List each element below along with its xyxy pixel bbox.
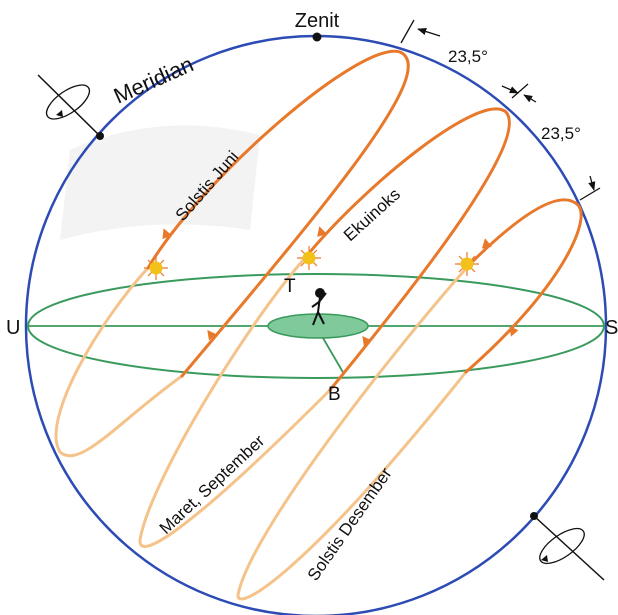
ekuinoks-label: Ekuinoks bbox=[340, 185, 404, 245]
sun-icon bbox=[144, 256, 168, 280]
sun-icon bbox=[297, 246, 321, 270]
north-axis bbox=[37, 74, 104, 140]
maret-september-label: Maret, September bbox=[156, 431, 269, 538]
zenit-label: Zenit bbox=[295, 10, 340, 32]
path-december-below bbox=[236, 260, 474, 601]
path-arrows bbox=[162, 226, 519, 347]
path-equinox-below bbox=[138, 256, 332, 548]
zenith-point bbox=[312, 32, 322, 42]
rotation-arrow-icon bbox=[539, 527, 585, 565]
observer-disk bbox=[267, 313, 369, 339]
shading bbox=[60, 125, 260, 240]
observer-icon bbox=[311, 288, 327, 326]
sun-icon bbox=[455, 252, 479, 276]
angle-label-top: 23,5° bbox=[448, 47, 488, 66]
south-axis bbox=[530, 512, 605, 581]
path-equinox-above bbox=[303, 107, 511, 392]
meridian-label: Meridian bbox=[110, 51, 197, 108]
angle-markers bbox=[400, 19, 601, 201]
path-june-below bbox=[54, 266, 184, 458]
path-june-above bbox=[146, 49, 410, 378]
rotation-arrow-icon bbox=[45, 84, 91, 120]
barat-label: B bbox=[328, 384, 341, 405]
utara-label: U bbox=[6, 317, 20, 339]
timur-label: T bbox=[284, 276, 296, 297]
path-december-above bbox=[464, 198, 583, 374]
solstis-desember-label: Solstis Desember bbox=[304, 464, 396, 584]
angle-label-bottom: 23,5° bbox=[541, 124, 581, 143]
selatan-label: S bbox=[605, 317, 618, 339]
